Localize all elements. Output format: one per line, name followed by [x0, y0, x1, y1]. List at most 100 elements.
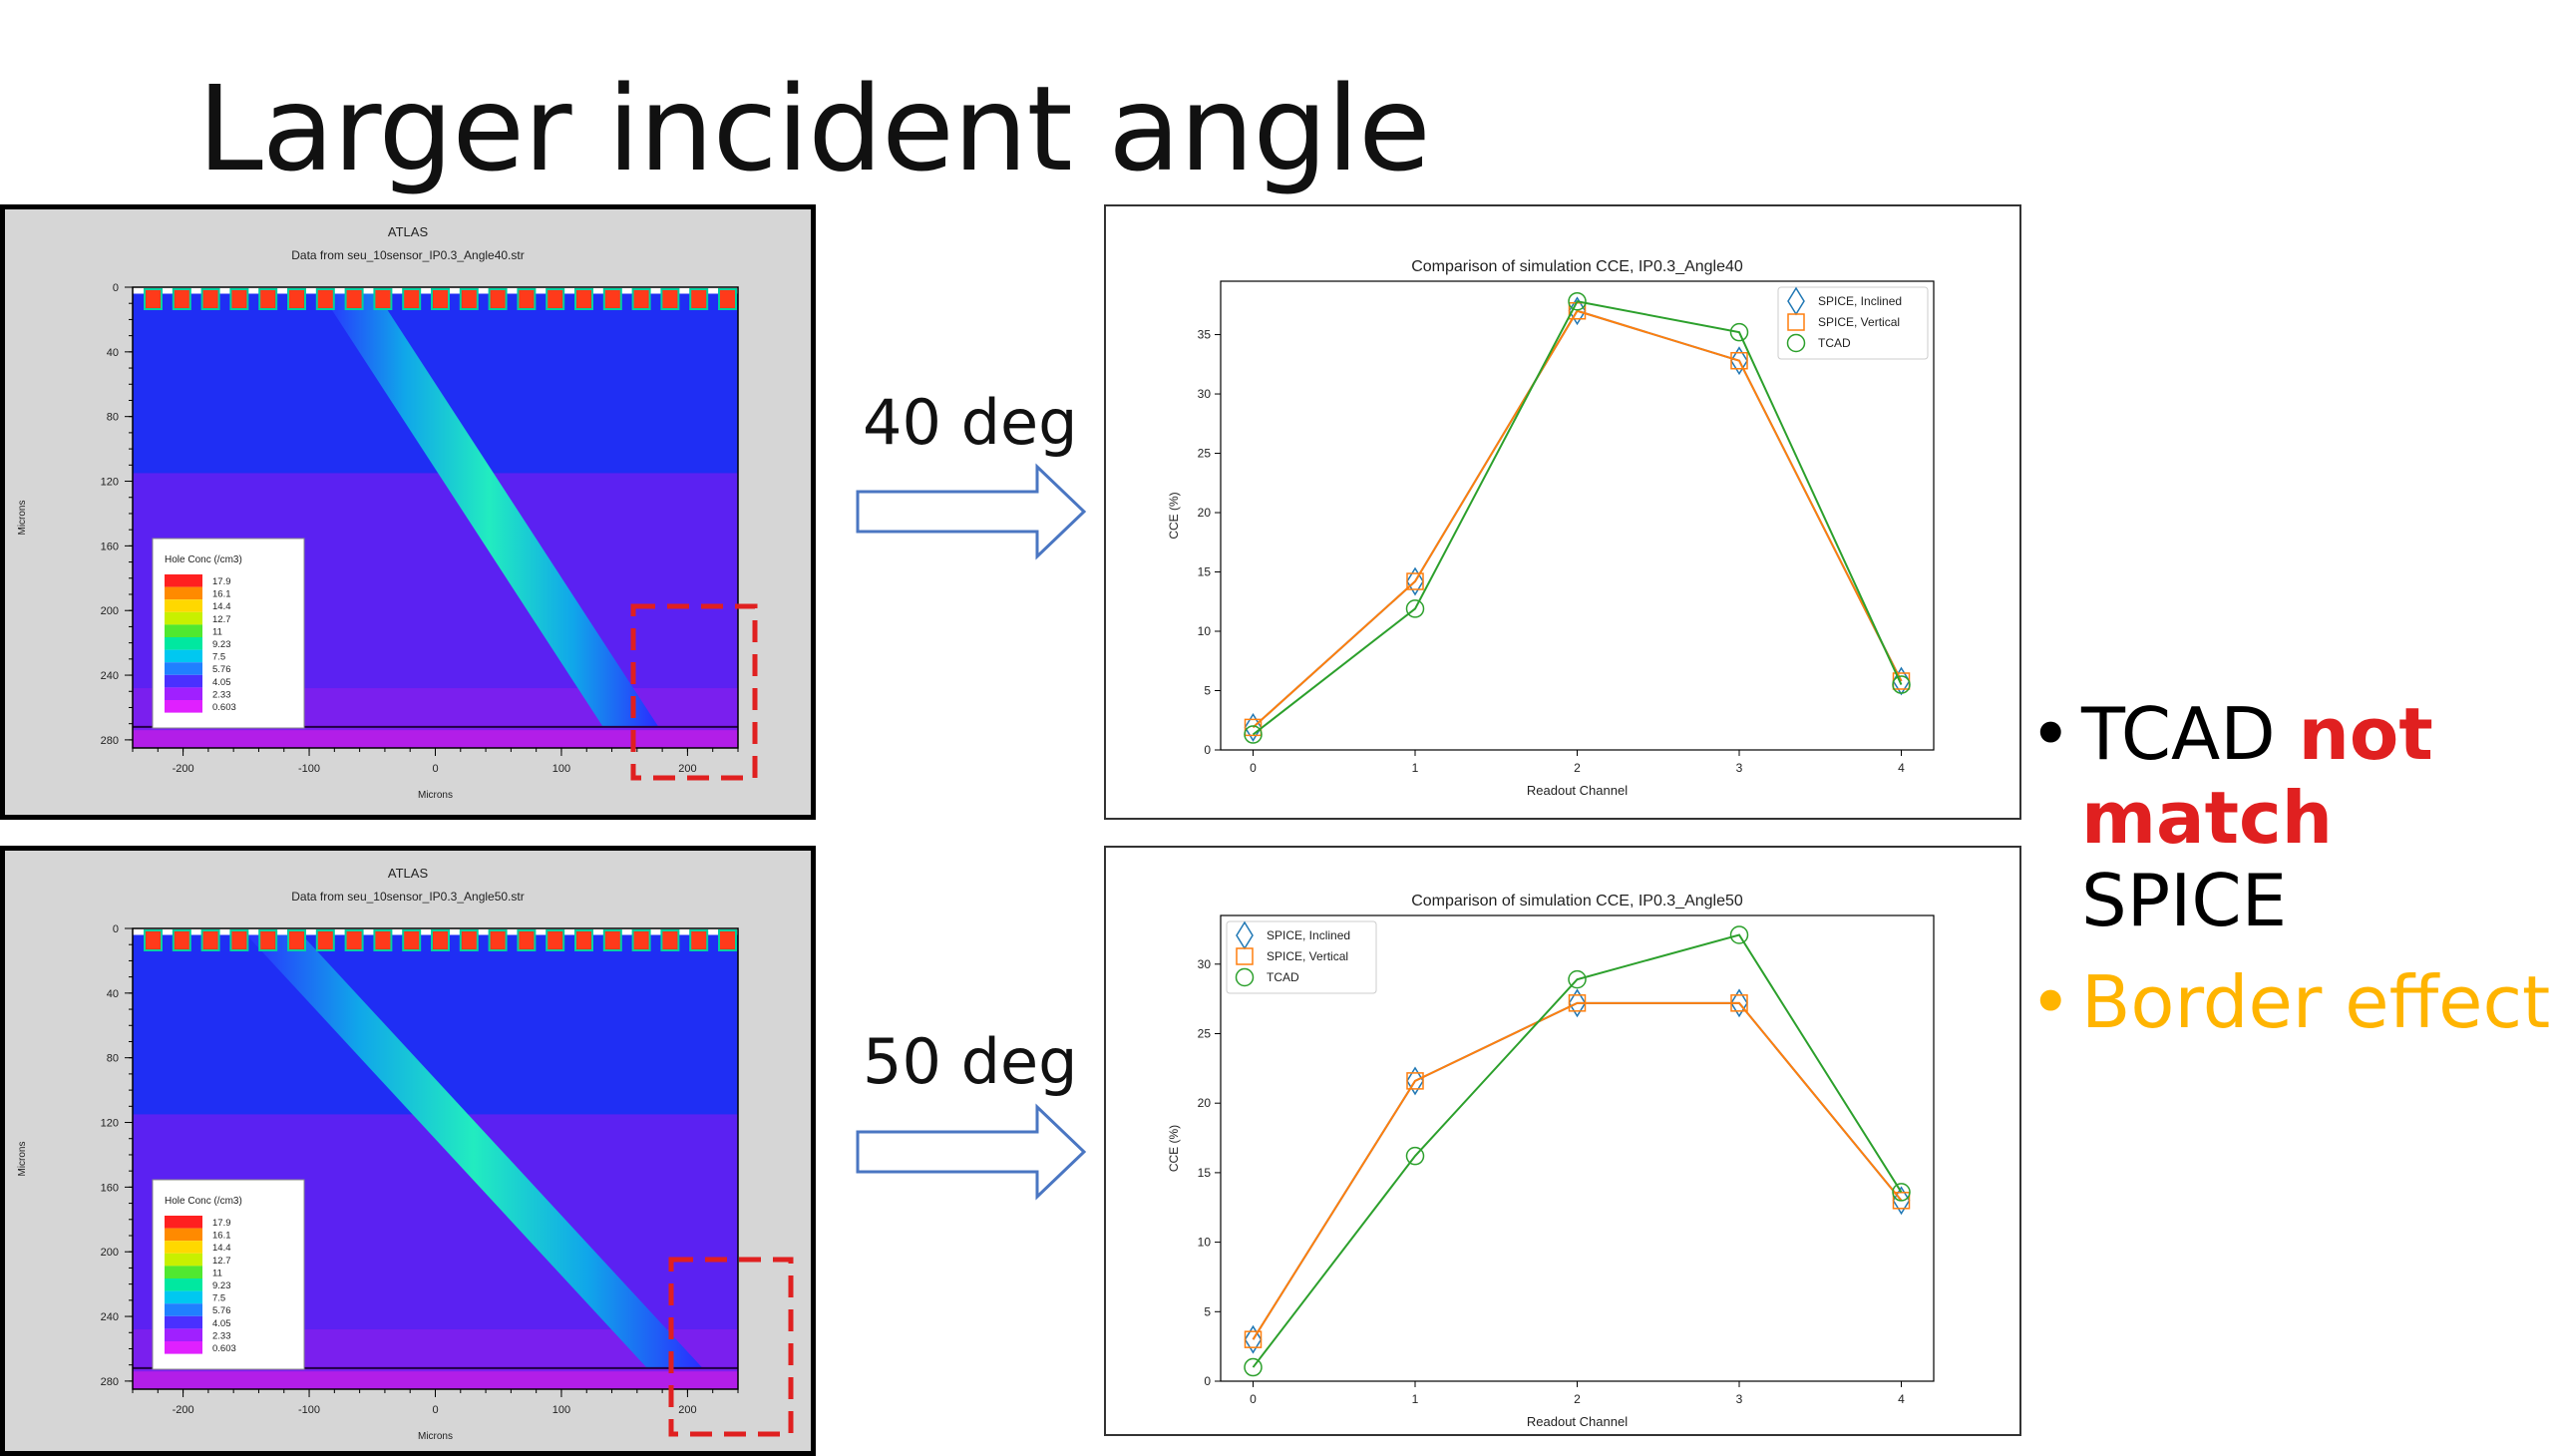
legend-swatch	[165, 662, 202, 675]
readout-strip	[287, 929, 306, 951]
legend-value: 4.05	[212, 677, 231, 688]
y-tick-label: 30	[1198, 957, 1212, 971]
legend-swatch	[165, 1315, 202, 1329]
legend-value: 17.9	[212, 1218, 231, 1229]
readout-strip	[315, 288, 335, 310]
legend-value: 5.76	[212, 1305, 231, 1316]
cce-chart-50deg: Comparison of simulation CCE, IP0.3_Angl…	[1104, 846, 2021, 1436]
legend-marker	[1786, 333, 1806, 353]
x-tick-label: 0	[1250, 761, 1257, 775]
legend-value: 7.5	[212, 1293, 225, 1304]
right-arrow-icon	[856, 1103, 1087, 1201]
legend-swatch	[165, 1266, 202, 1278]
chart-canvas: Comparison of simulation CCE, IP0.3_Angl…	[1167, 258, 1935, 798]
legend-swatch	[165, 1216, 202, 1229]
readout-strip	[431, 288, 450, 310]
legend-swatch	[165, 1290, 202, 1304]
y-tick-label: 0	[1204, 1374, 1211, 1388]
y-tick-label: 40	[107, 347, 119, 359]
data-point	[1892, 1192, 1911, 1210]
y-tick-label: 80	[107, 1053, 119, 1065]
right-arrow-icon	[856, 463, 1087, 560]
ion-track	[243, 931, 703, 1368]
bullet-text: TCAD not match SPICE	[2081, 692, 2553, 943]
y-tick-label: 10	[1198, 1236, 1212, 1250]
readout-strip	[718, 929, 737, 951]
sim-subtitle: Data from seu_10sensor_IP0.3_Angle50.str	[291, 890, 524, 904]
x-tick-label: -200	[173, 1404, 194, 1416]
y-tick-label: 120	[101, 1118, 119, 1130]
series-diamond	[1244, 296, 1911, 742]
readout-strip	[459, 929, 479, 951]
legend-value: 11	[212, 626, 222, 637]
y-tick-label: 15	[1198, 565, 1212, 579]
series-line	[1252, 309, 1903, 729]
legend-title: Hole Conc (/cm3)	[165, 554, 242, 565]
y-axis-label: CCE (%)	[1167, 492, 1181, 539]
legend-swatch	[165, 700, 202, 713]
x-tick-label: 200	[678, 1404, 696, 1416]
series-square	[1244, 994, 1911, 1348]
readout-strip	[689, 288, 709, 310]
x-tick-label: 0	[1250, 1392, 1257, 1406]
y-tick-label: 5	[1204, 1304, 1211, 1318]
readout-strip	[402, 929, 422, 951]
legend-swatch	[165, 1278, 202, 1291]
readout-strip	[689, 929, 709, 951]
border-effect-highlight	[668, 1257, 794, 1437]
y-tick-label: 80	[107, 412, 119, 424]
readout-strip	[459, 288, 479, 310]
y-tick-label: 160	[101, 541, 119, 552]
legend-swatch	[165, 637, 202, 650]
legend-value: 11	[212, 1268, 222, 1278]
readout-strip	[574, 929, 593, 951]
y-axis-label: Microns	[17, 1141, 28, 1176]
data-point	[1405, 1146, 1425, 1166]
readout-strip	[631, 929, 651, 951]
legend-marker	[1235, 967, 1255, 987]
cce-chart-40deg: Comparison of simulation CCE, IP0.3_Angl…	[1104, 204, 2021, 820]
readout-strip	[718, 288, 737, 310]
legend-title: Hole Conc (/cm3)	[165, 1196, 242, 1207]
legend-label: SPICE, Vertical	[1818, 315, 1900, 329]
data-point	[1568, 296, 1587, 326]
bullet-part: Border effect	[2081, 959, 2551, 1044]
readout-strip	[200, 288, 220, 310]
border-effect-highlight	[630, 603, 758, 781]
series-line	[1252, 1001, 1903, 1340]
sim-subtitle: Data from seu_10sensor_IP0.3_Angle40.str	[291, 248, 524, 262]
x-axis-label: Readout Channel	[1527, 1414, 1628, 1429]
data-point	[1406, 566, 1424, 596]
data-point	[1730, 346, 1748, 376]
chart-title: Comparison of simulation CCE, IP0.3_Angl…	[1411, 893, 1743, 910]
data-point	[1729, 322, 1749, 342]
x-tick-label: 200	[678, 763, 696, 775]
readout-strip	[402, 288, 422, 310]
tcad-simulation-40deg: ATLAS Data from seu_10sensor_IP0.3_Angle4…	[0, 204, 816, 820]
data-point	[1892, 675, 1911, 694]
data-point	[1244, 1330, 1263, 1348]
sim-title: ATLAS	[388, 866, 429, 881]
y-tick-label: 160	[101, 1182, 119, 1194]
readout-strip	[488, 288, 508, 310]
y-tick-label: 200	[101, 1247, 119, 1259]
x-axis-label: Readout Channel	[1527, 783, 1628, 798]
x-tick-label: -100	[298, 1404, 320, 1416]
legend-value: 14.4	[212, 1243, 231, 1254]
legend-value: 0.603	[212, 1343, 236, 1354]
readout-strip	[344, 288, 364, 310]
series-circle	[1244, 925, 1911, 1377]
readout-strip	[200, 929, 220, 951]
sim-canvas: ATLAS Data from seu_10sensor_IP0.3_Angle5…	[17, 866, 794, 1442]
readout-strip	[546, 929, 565, 951]
bullet-item-tcad-mismatch: • TCAD not match SPICE	[2029, 692, 2553, 943]
legend-value: 4.05	[212, 1318, 231, 1329]
legend-label: SPICE, Inclined	[1818, 294, 1902, 308]
x-tick-label: 0	[432, 1404, 438, 1416]
readout-strip	[287, 288, 306, 310]
y-tick-label: 0	[1204, 743, 1211, 757]
data-point	[1568, 994, 1587, 1012]
x-tick-label: -100	[298, 763, 320, 775]
bullet-dot: •	[2029, 692, 2072, 776]
legend-value: 12.7	[212, 1256, 231, 1267]
